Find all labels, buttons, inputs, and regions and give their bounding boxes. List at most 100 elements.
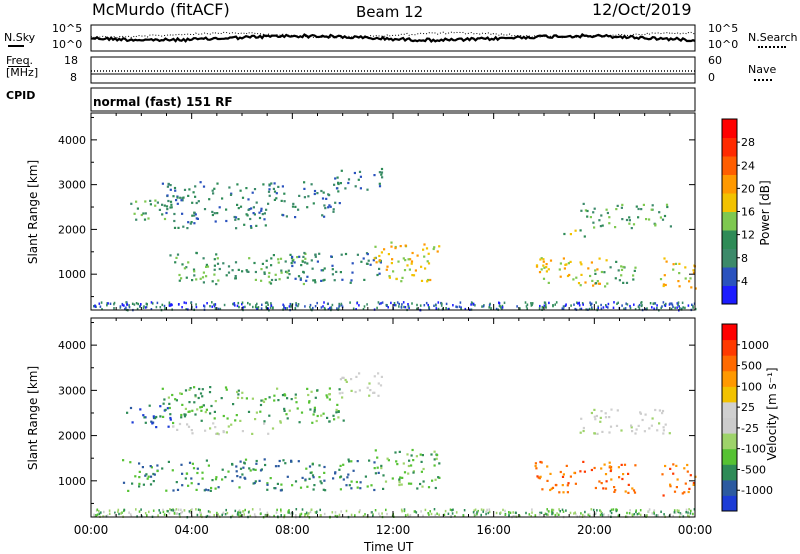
velocity-cell <box>436 454 439 457</box>
velocity-ground-cell <box>673 509 676 512</box>
velocity-ground-cell <box>199 514 202 517</box>
velocity-cell <box>539 475 542 478</box>
velocity-ground-cell <box>138 510 141 513</box>
power-cell <box>303 181 306 184</box>
power-ground-cell <box>638 303 641 307</box>
velocity-ground-cell <box>679 512 682 515</box>
velocity-cell <box>683 491 686 494</box>
velocity-ground-cell <box>546 508 548 511</box>
velocity-cell <box>308 465 312 468</box>
power-ground-cell <box>331 303 334 307</box>
nsky-tick-top: 10^5 <box>52 22 83 35</box>
power-cell <box>212 192 215 195</box>
power-cell <box>144 200 147 203</box>
velocity-cell <box>224 386 228 389</box>
velocity-ground-cell <box>415 511 418 514</box>
velocity-cell <box>235 414 238 417</box>
power-cell <box>322 191 325 194</box>
velocity-cell <box>263 422 266 425</box>
power-ground-cell <box>552 304 554 308</box>
power-ground-cell <box>526 307 528 310</box>
velocity-ground-cell <box>539 511 541 515</box>
power-ground-cell <box>336 307 338 310</box>
velocity-cell <box>138 462 141 465</box>
velocity-cell <box>268 396 271 399</box>
power-cell <box>211 189 214 192</box>
power-cell <box>327 206 330 209</box>
velocity-ground-cell <box>574 511 576 514</box>
power-ground-cell <box>616 302 618 305</box>
power-cell <box>265 266 268 269</box>
power-cell <box>216 212 219 215</box>
power-cell <box>539 258 542 261</box>
velocity-cell <box>153 473 156 476</box>
velocity-cell <box>408 459 411 462</box>
power-cell <box>189 222 192 225</box>
power-cell <box>414 269 417 272</box>
velocity-cell <box>373 467 376 470</box>
velocity-ground-cell <box>447 512 450 515</box>
velocity-cell <box>600 482 603 485</box>
power-ground-cell <box>381 301 384 304</box>
velocity-ground-cell <box>648 508 651 511</box>
velocity-cell <box>312 413 315 416</box>
power-cell <box>378 171 381 174</box>
power-ground-cell <box>294 307 297 310</box>
power-ground-cell <box>252 305 254 309</box>
velocity-cell <box>138 482 141 485</box>
velocity-ground-cell <box>247 511 250 514</box>
power-cell <box>694 287 697 290</box>
velocity-cell <box>263 420 266 423</box>
power-cell <box>358 170 362 173</box>
velocity-cell <box>176 428 179 431</box>
power-cell <box>216 262 220 265</box>
velocity-cell <box>328 398 331 401</box>
velocity-ground-cell <box>243 513 245 516</box>
power-cell <box>181 212 184 215</box>
power-ytick-label: 3000 <box>58 179 86 192</box>
power-colorbar-segment <box>722 119 737 138</box>
velocity-cell <box>127 489 130 492</box>
velocity-ground-cell <box>551 512 553 516</box>
power-ground-cell <box>244 305 246 309</box>
power-cell <box>211 213 214 217</box>
velocity-cell <box>366 485 369 488</box>
power-cell <box>542 277 546 280</box>
power-cell <box>320 189 323 193</box>
noise-panel-frame <box>90 24 696 52</box>
power-ground-cell <box>626 303 629 306</box>
velocity-cell <box>261 399 264 402</box>
power-cell <box>338 202 341 205</box>
power-cell <box>357 178 360 181</box>
power-cell <box>316 192 319 195</box>
power-cell <box>205 265 208 268</box>
power-cell <box>688 280 691 283</box>
power-cell <box>335 270 338 273</box>
velocity-ground-cell <box>183 509 186 512</box>
velocity-ground-cell <box>98 512 101 515</box>
power-cell <box>662 284 665 288</box>
power-ground-cell <box>526 303 529 306</box>
velocity-colorbar-segment <box>722 479 737 496</box>
power-ground-cell <box>155 305 158 309</box>
power-cell <box>564 263 567 266</box>
velocity-cell <box>334 472 337 475</box>
velocity-cell <box>306 485 309 488</box>
power-ground-cell <box>661 305 663 308</box>
power-ground-cell <box>455 305 457 308</box>
power-cell <box>191 214 194 217</box>
power-cell <box>233 215 236 219</box>
power-ground-cell <box>297 304 299 308</box>
velocity-cell <box>180 392 183 395</box>
power-cell <box>331 268 334 271</box>
power-cell <box>620 274 623 277</box>
power-cell <box>304 257 307 260</box>
power-ground-cell <box>257 306 260 309</box>
power-cell <box>231 269 234 272</box>
power-ground-cell <box>338 305 340 308</box>
power-cell <box>268 188 271 191</box>
velocity-ground-cell <box>451 509 453 512</box>
velocity-cell <box>630 426 633 429</box>
velocity-cell <box>337 410 340 413</box>
power-ground-cell <box>548 301 550 305</box>
